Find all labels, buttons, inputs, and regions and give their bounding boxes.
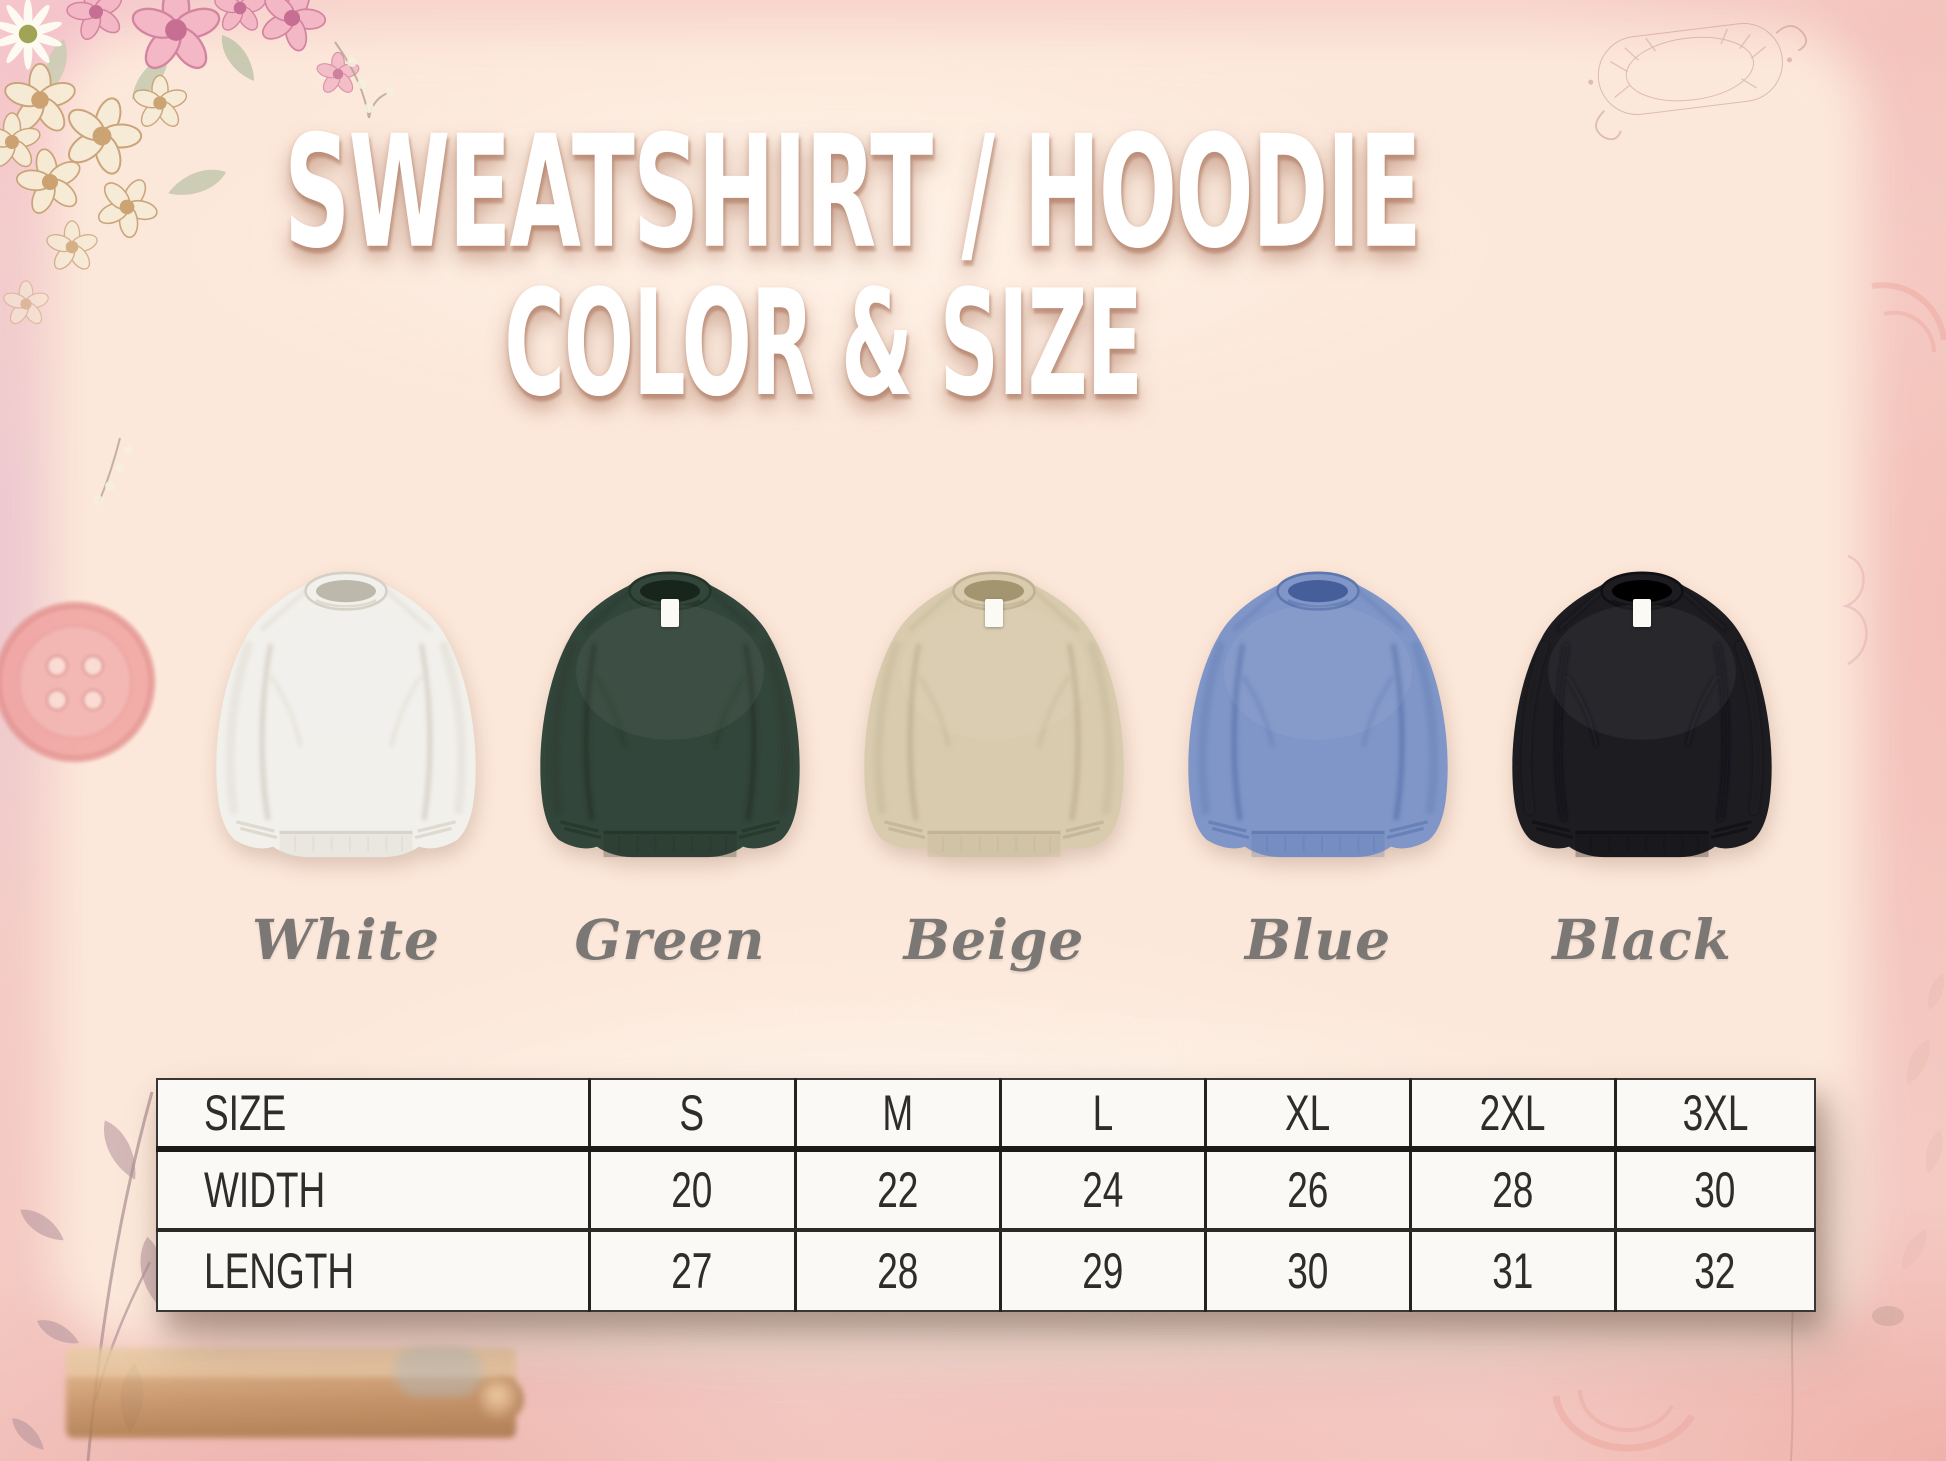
sweatshirt-image <box>1168 552 1468 891</box>
header-cell: L <box>998 1079 1205 1152</box>
product-card: Blue <box>1168 552 1468 972</box>
color-label: Black <box>1552 907 1732 972</box>
button-decoration <box>0 595 162 769</box>
flower-icon <box>1 280 51 327</box>
value: 22 <box>876 1162 919 1218</box>
header-label: L <box>1092 1085 1113 1141</box>
value-cell: 28 <box>1408 1149 1615 1232</box>
sweatshirt-image <box>196 552 496 891</box>
watercolor-blob <box>394 1346 482 1396</box>
sweatshirt-image <box>520 552 820 891</box>
size-chart-table: SIZE S M L XL 2XL 3XL WIDTH 20 22 24 26 … <box>156 1078 1816 1312</box>
row-label-cell: LENGTH <box>157 1230 589 1311</box>
leaf-icon <box>33 1314 83 1350</box>
value-cell: 29 <box>998 1230 1205 1311</box>
row-label: LENGTH <box>204 1243 355 1299</box>
product-card: White <box>196 552 496 972</box>
value: 26 <box>1286 1162 1329 1218</box>
collar-tag <box>1633 599 1651 627</box>
header-label: 3XL <box>1682 1085 1749 1141</box>
leaf-icon <box>1921 1128 1946 1176</box>
sweatshirt-icon <box>1168 552 1468 891</box>
header-label: M <box>882 1085 913 1141</box>
row-label-cell: WIDTH <box>157 1149 589 1232</box>
value: 29 <box>1081 1243 1124 1299</box>
sweatshirt-image <box>1492 552 1792 891</box>
value: 20 <box>671 1162 713 1218</box>
header-label: SIZE <box>204 1085 287 1141</box>
color-options-row: White Green Beige Blue <box>196 552 1792 972</box>
header-cell: 2XL <box>1408 1079 1615 1152</box>
header-cell: 3XL <box>1613 1079 1815 1152</box>
leaf-icon <box>1923 971 1946 1013</box>
leaf-icon <box>1900 1035 1936 1089</box>
value-cell: 26 <box>1203 1149 1410 1232</box>
header-label: S <box>679 1085 705 1141</box>
header-cell: S <box>587 1079 795 1152</box>
value-cell: 30 <box>1613 1149 1815 1232</box>
value-cell: 27 <box>587 1230 795 1311</box>
sweatshirt-image <box>844 552 1144 891</box>
value: 27 <box>671 1243 713 1299</box>
sewing-button-icon <box>0 601 156 763</box>
value-cell: 31 <box>1408 1230 1615 1311</box>
color-label: Beige <box>903 907 1085 972</box>
product-card: Black <box>1492 552 1792 972</box>
row-label: WIDTH <box>204 1162 326 1218</box>
value: 30 <box>1286 1243 1329 1299</box>
color-label: Green <box>574 907 766 972</box>
shelf-decoration <box>66 1348 524 1438</box>
table-row-length: LENGTH 27 28 29 30 31 32 <box>157 1230 1815 1311</box>
header-cell: XL <box>1203 1079 1410 1152</box>
header-label: XL <box>1284 1085 1331 1141</box>
leaves-right-decoration <box>1895 971 1946 1275</box>
value-cell: 24 <box>998 1149 1205 1232</box>
color-label: White <box>251 907 441 972</box>
leaf-icon <box>1895 1225 1933 1275</box>
value: 30 <box>1694 1162 1736 1218</box>
value-cell: 28 <box>793 1230 1000 1311</box>
value: 24 <box>1081 1162 1124 1218</box>
value-cell: 20 <box>587 1149 795 1232</box>
leaf-icon <box>7 1413 49 1455</box>
value-cell: 30 <box>1203 1230 1410 1311</box>
collar-tag <box>985 599 1003 627</box>
daisy-icon <box>0 0 64 70</box>
product-card: Green <box>520 552 820 972</box>
table-row-width: WIDTH 20 22 24 26 28 30 <box>157 1149 1815 1232</box>
value: 28 <box>1491 1162 1534 1218</box>
value: 28 <box>876 1243 919 1299</box>
product-card: Beige <box>844 552 1144 972</box>
header-cell: SIZE <box>157 1079 589 1152</box>
collar-tag <box>661 599 679 627</box>
color-label: Blue <box>1244 907 1392 972</box>
value-cell: 22 <box>793 1149 1000 1232</box>
value: 31 <box>1491 1243 1534 1299</box>
sweatshirt-icon <box>196 552 496 891</box>
flower-icon <box>0 113 43 171</box>
table-header-row: SIZE S M L XL 2XL 3XL <box>157 1079 1815 1152</box>
value: 32 <box>1694 1243 1736 1299</box>
header-label: 2XL <box>1479 1085 1546 1141</box>
value-cell: 32 <box>1613 1230 1815 1311</box>
header-cell: M <box>793 1079 1000 1152</box>
